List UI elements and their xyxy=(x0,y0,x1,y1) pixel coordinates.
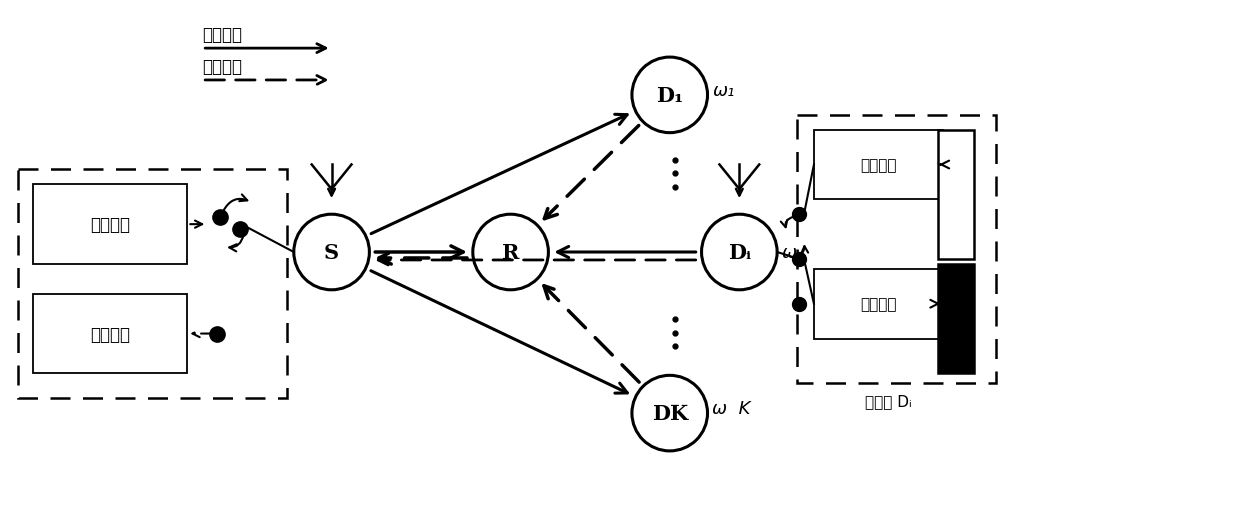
Text: 能量收集: 能量收集 xyxy=(861,158,897,173)
Text: 能量传输: 能量传输 xyxy=(202,26,242,44)
Text: 信息处理: 信息处理 xyxy=(89,325,130,343)
Text: 信息传输: 信息传输 xyxy=(202,58,242,76)
Text: 能量发送: 能量发送 xyxy=(89,216,130,234)
Text: 传感器 Dᵢ: 传感器 Dᵢ xyxy=(866,393,911,408)
Text: D₁: D₁ xyxy=(656,86,683,106)
Text: R: R xyxy=(502,242,520,263)
FancyBboxPatch shape xyxy=(797,116,996,383)
FancyBboxPatch shape xyxy=(813,130,944,200)
Text: 信息传递: 信息传递 xyxy=(861,296,897,312)
FancyBboxPatch shape xyxy=(939,265,975,374)
Text: S: S xyxy=(324,242,340,263)
Text: ω₁: ω₁ xyxy=(713,82,735,99)
Text: DK: DK xyxy=(652,403,688,423)
Text: ω  K: ω K xyxy=(713,399,751,417)
Text: Dᵢ: Dᵢ xyxy=(728,242,751,263)
FancyBboxPatch shape xyxy=(33,185,187,265)
Text: ωᵢ: ωᵢ xyxy=(782,243,801,262)
FancyBboxPatch shape xyxy=(33,294,187,374)
FancyBboxPatch shape xyxy=(939,130,975,260)
FancyBboxPatch shape xyxy=(19,170,286,398)
FancyBboxPatch shape xyxy=(813,269,944,339)
